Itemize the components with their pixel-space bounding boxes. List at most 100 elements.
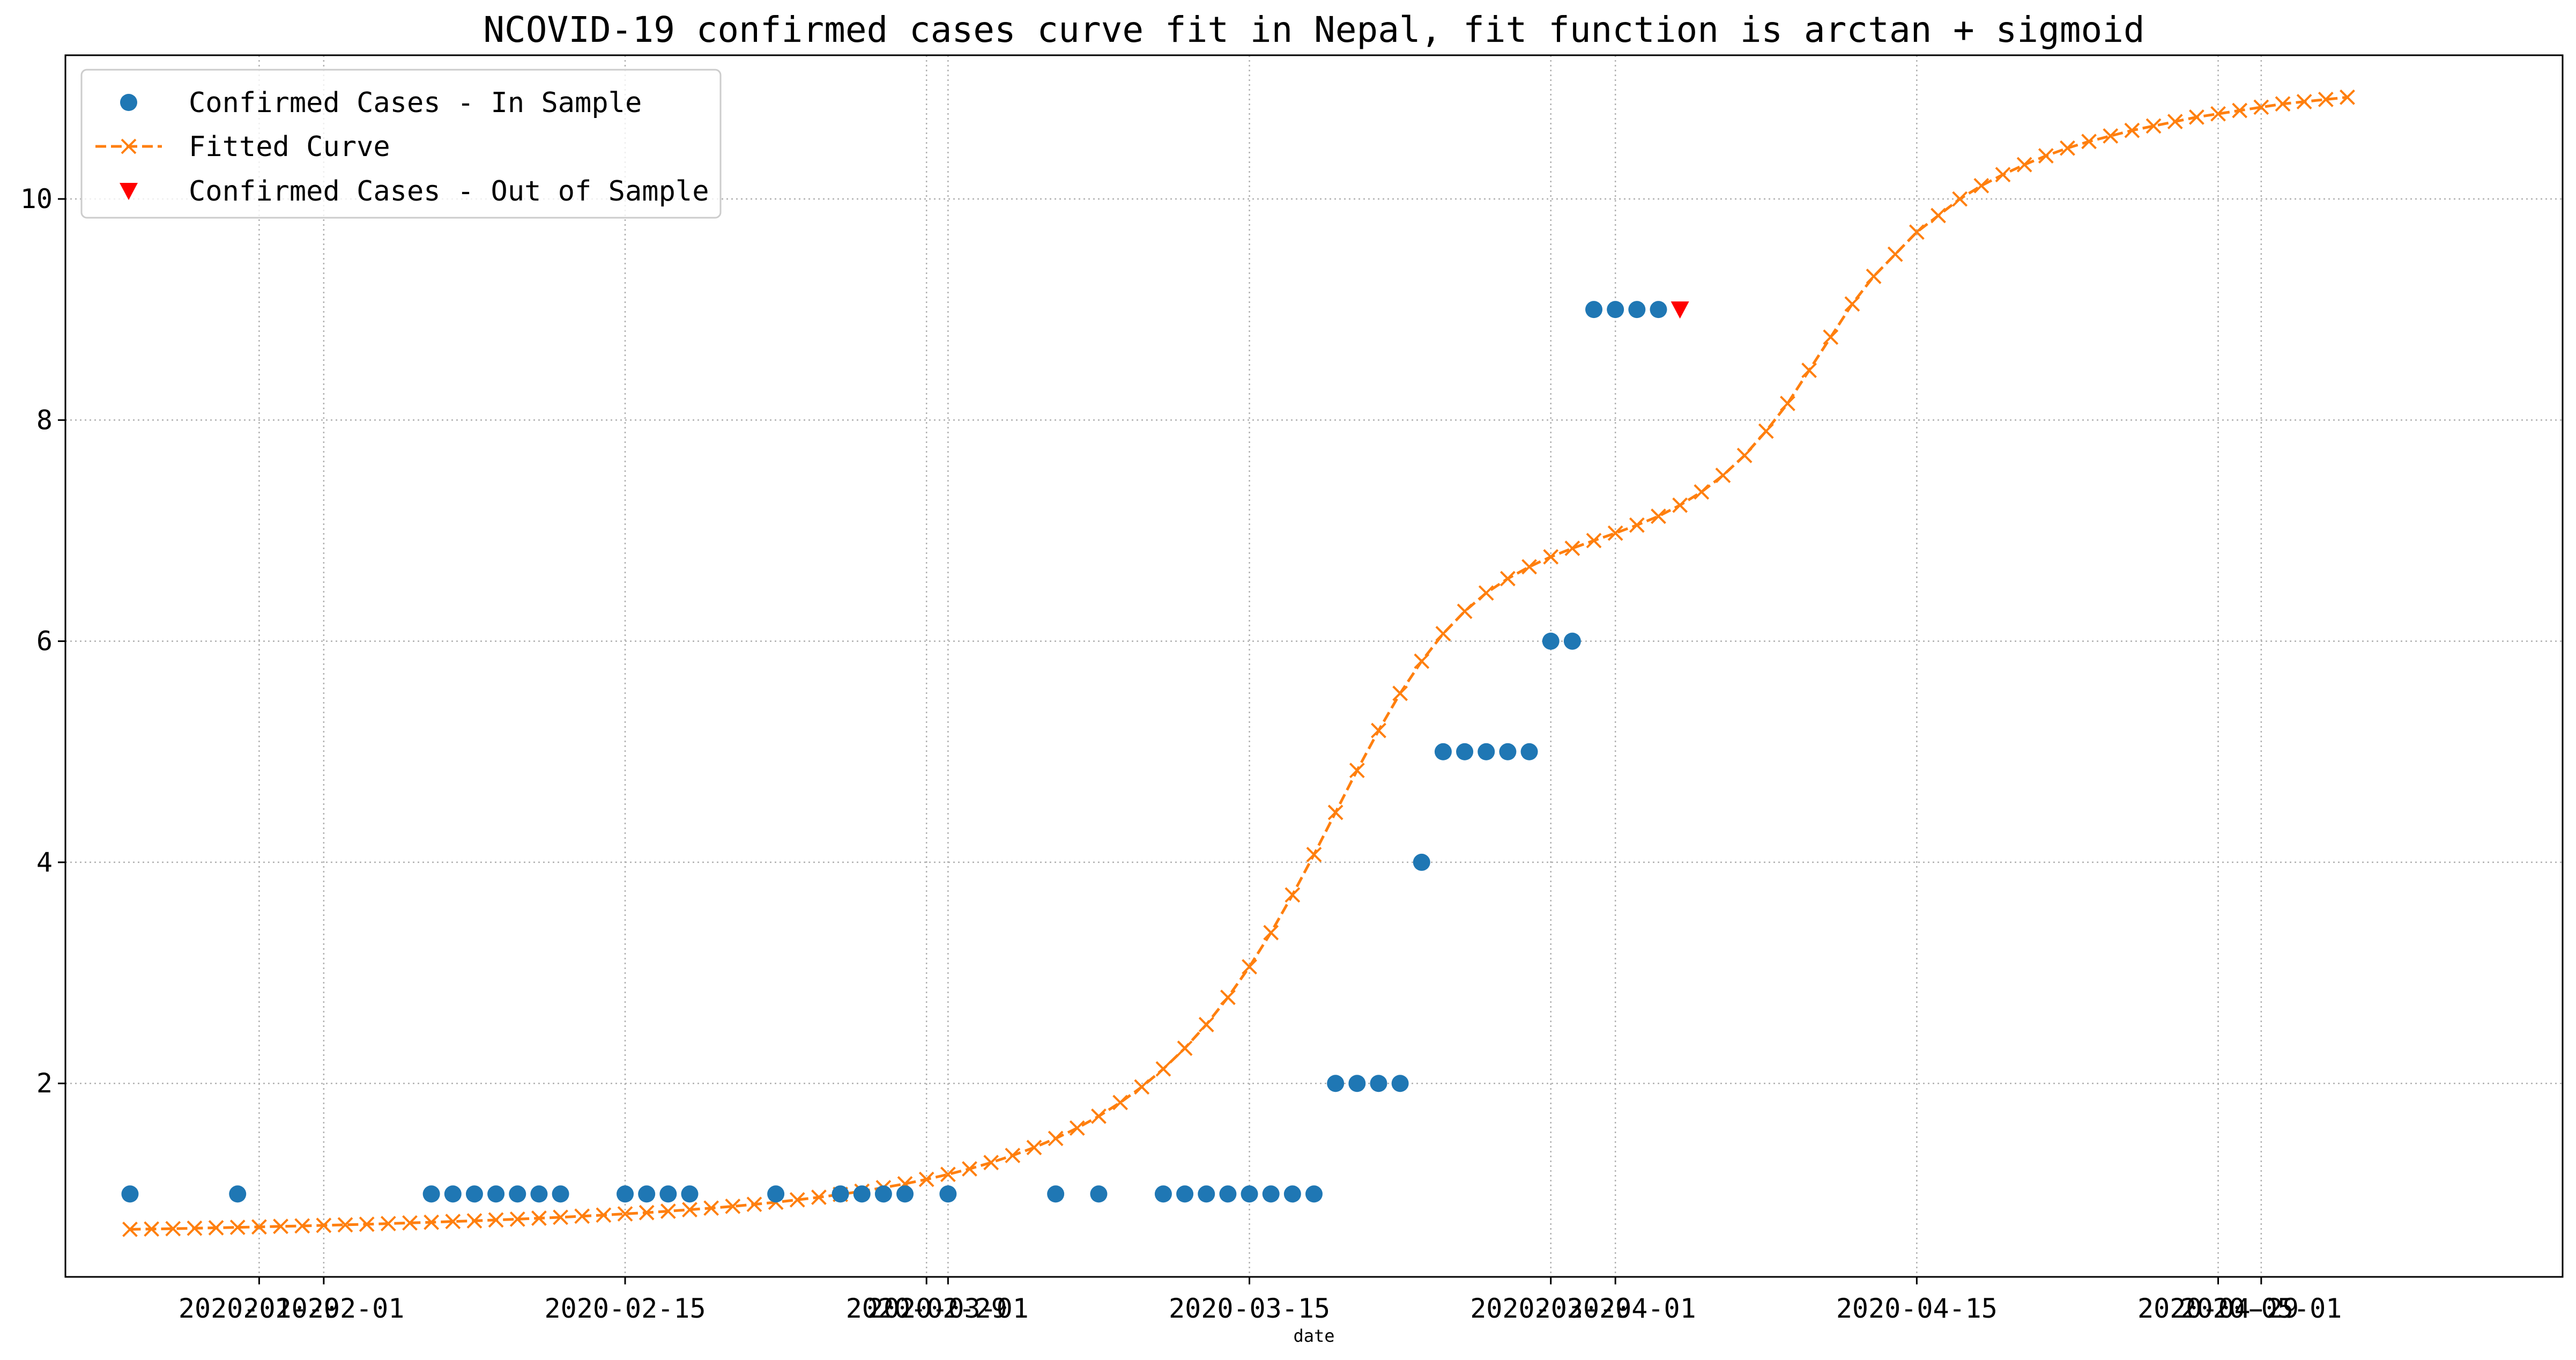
in-sample-point bbox=[530, 1185, 548, 1203]
fitted-curve-marker bbox=[2253, 99, 2269, 115]
in-sample-point bbox=[617, 1185, 634, 1203]
in-sample-point bbox=[659, 1185, 677, 1203]
in-sample-point bbox=[1327, 1075, 1345, 1092]
fitted-curve-marker bbox=[1715, 467, 1731, 483]
fitted-curve-marker bbox=[1155, 1061, 1171, 1077]
in-sample-point bbox=[1348, 1075, 1366, 1092]
in-sample-point bbox=[1176, 1185, 1194, 1203]
fitted-curve-marker bbox=[1435, 626, 1451, 642]
fitted-curve-marker bbox=[1564, 541, 1580, 556]
in-sample-point bbox=[1542, 632, 1560, 650]
fitted-curve-marker bbox=[251, 1219, 267, 1235]
fitted-curve-marker bbox=[1392, 685, 1408, 701]
in-sample-point bbox=[874, 1185, 892, 1203]
fitted-curve-marker bbox=[2188, 109, 2204, 125]
fitted-curve bbox=[122, 89, 2355, 1237]
fitted-curve-marker bbox=[187, 1220, 203, 1236]
x-axis-label: date bbox=[1293, 1326, 1334, 1346]
in-sample-point bbox=[1391, 1075, 1409, 1092]
in-sample-point bbox=[1047, 1185, 1065, 1203]
fitted-curve-marker bbox=[553, 1209, 568, 1225]
fitted-curve-marker bbox=[2016, 157, 2032, 173]
fitted-curve-marker bbox=[1607, 525, 1623, 541]
legend-marker-fitted bbox=[121, 138, 137, 154]
data-points bbox=[121, 301, 1689, 1203]
fitted-curve-marker bbox=[1349, 763, 1365, 779]
fitted-curve-marker bbox=[1198, 1017, 1214, 1032]
x-tick-label: 2020-03-29 bbox=[1470, 1293, 1631, 1324]
in-sample-point bbox=[509, 1185, 526, 1203]
fitted-curve-marker bbox=[2318, 92, 2334, 107]
fitted-curve-marker bbox=[1736, 447, 1753, 463]
in-sample-point bbox=[487, 1185, 505, 1203]
in-sample-point bbox=[638, 1185, 656, 1203]
fitted-curve-marker bbox=[1048, 1130, 1064, 1147]
fitted-curve-marker bbox=[2146, 118, 2162, 134]
fitted-curve-marker bbox=[2296, 94, 2312, 109]
fitted-curve-marker bbox=[1887, 246, 1903, 262]
fitted-curve-marker bbox=[918, 1171, 934, 1187]
fitted-curve-marker bbox=[273, 1218, 288, 1235]
in-sample-point bbox=[1090, 1185, 1108, 1203]
in-sample-point bbox=[552, 1185, 569, 1203]
fitted-curve-marker bbox=[1866, 268, 1882, 284]
fitted-curve-marker bbox=[1931, 208, 1946, 224]
fitted-curve-marker bbox=[1414, 653, 1430, 669]
in-sample-point bbox=[1413, 853, 1430, 871]
in-sample-point bbox=[1607, 301, 1624, 319]
fitted-curve-marker bbox=[402, 1215, 418, 1231]
fitted-curve-marker bbox=[531, 1210, 547, 1226]
x-tick-label: 2020-04-15 bbox=[1836, 1293, 1998, 1324]
in-sample-point bbox=[767, 1185, 785, 1203]
x-tick-label: 2020-02-29 bbox=[846, 1293, 1007, 1324]
fitted-curve-marker bbox=[380, 1216, 396, 1232]
y-tick-label: 4 bbox=[36, 847, 53, 878]
x-tick-label: 2020-02-01 bbox=[243, 1293, 404, 1324]
fitted-curve-marker bbox=[596, 1207, 612, 1223]
fitted-curve-marker bbox=[1285, 887, 1301, 903]
fitted-curve-marker bbox=[1543, 549, 1559, 565]
in-sample-point bbox=[832, 1185, 849, 1203]
in-sample-point bbox=[121, 1185, 139, 1203]
x-tick-label: 2020-02-15 bbox=[545, 1293, 706, 1324]
fitted-curve-marker bbox=[2210, 106, 2226, 122]
fitted-curve-marker bbox=[2167, 114, 2183, 130]
fitted-curve-marker bbox=[2060, 140, 2075, 156]
fitted-curve-marker bbox=[1306, 847, 1322, 862]
in-sample-point bbox=[853, 1185, 871, 1203]
fitted-curve-marker bbox=[1694, 484, 1710, 500]
fitted-curve-marker bbox=[122, 1221, 138, 1237]
legend-marker-out-of-sample bbox=[120, 183, 138, 200]
fitted-curve-marker bbox=[639, 1204, 655, 1221]
fitted-curve-marker bbox=[1026, 1140, 1042, 1156]
in-sample-point bbox=[1650, 301, 1667, 319]
fitted-curve-marker bbox=[983, 1155, 999, 1171]
fitted-curve-marker bbox=[1586, 533, 1602, 549]
fitted-curve-marker bbox=[1069, 1120, 1085, 1136]
fitted-curve-marker bbox=[359, 1216, 375, 1232]
fitted-curve-marker bbox=[1629, 517, 1645, 533]
in-sample-point bbox=[1478, 743, 1495, 760]
legend-label: Confirmed Cases - Out of Sample bbox=[189, 175, 709, 208]
fitted-curve-marker bbox=[466, 1213, 482, 1229]
fitted-curve-marker bbox=[1112, 1095, 1129, 1111]
fitted-curve-marker bbox=[1499, 571, 1516, 587]
fitted-curve-marker bbox=[940, 1166, 956, 1182]
fitted-curve-marker bbox=[1177, 1040, 1193, 1056]
in-sample-point bbox=[1283, 1185, 1301, 1203]
fitted-curve-marker bbox=[1457, 603, 1473, 619]
in-sample-point bbox=[465, 1185, 483, 1203]
fitted-curve-marker bbox=[2038, 148, 2054, 164]
in-sample-point bbox=[1456, 743, 1474, 760]
x-tick-label: 2020-04-01 bbox=[1535, 1293, 1696, 1324]
in-sample-point bbox=[1434, 743, 1452, 760]
fitted-curve-marker bbox=[1844, 296, 1860, 312]
fitted-curve-marker bbox=[1521, 559, 1537, 575]
fitted-curve-marker bbox=[2103, 128, 2119, 144]
fitted-curve-marker bbox=[1779, 395, 1795, 411]
fitted-curve-marker bbox=[1801, 363, 1817, 378]
legend-label: Confirmed Cases - In Sample bbox=[189, 87, 642, 119]
fitted-curve-marker bbox=[1672, 497, 1688, 513]
in-sample-point bbox=[1262, 1185, 1280, 1203]
